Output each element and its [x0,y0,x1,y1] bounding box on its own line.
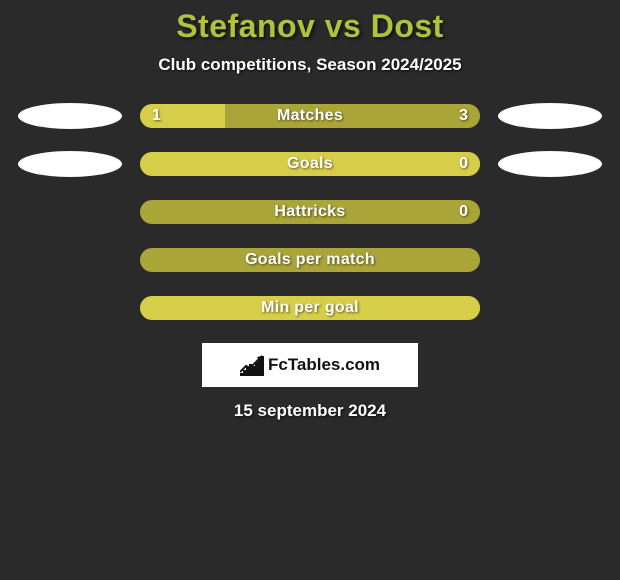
player-right-marker [498,103,602,129]
stat-label: Hattricks [140,200,480,224]
stat-row: 1Matches3 [0,103,620,129]
player-right-marker [498,151,602,177]
stat-label: Goals per match [140,248,480,272]
stat-row: Goals0 [0,151,620,177]
stat-bar: Goals per match [140,248,480,272]
stat-bar: Hattricks0 [140,200,480,224]
stat-label: Min per goal [140,296,480,320]
stat-value-right: 0 [459,152,468,176]
date-text: 15 september 2024 [0,401,620,421]
stat-label: Matches [140,104,480,128]
page-title: Stefanov vs Dost [0,8,620,45]
stat-value-right: 0 [459,200,468,224]
stat-bar: Goals0 [140,152,480,176]
stat-row: Hattricks0 [0,199,620,225]
brand-chart-icon [240,354,264,376]
player-left-marker [18,151,122,177]
subtitle: Club competitions, Season 2024/2025 [0,55,620,75]
stat-rows: 1Matches3Goals0Hattricks0Goals per match… [0,103,620,321]
stat-bar: Min per goal [140,296,480,320]
stat-value-right: 3 [459,104,468,128]
player-left-marker [18,103,122,129]
brand-text: FcTables.com [268,355,380,375]
stat-bar: 1Matches3 [140,104,480,128]
stat-row: Goals per match [0,247,620,273]
stat-row: Min per goal [0,295,620,321]
brand-box: FcTables.com [202,343,418,387]
stat-label: Goals [140,152,480,176]
comparison-card: Stefanov vs Dost Club competitions, Seas… [0,0,620,421]
